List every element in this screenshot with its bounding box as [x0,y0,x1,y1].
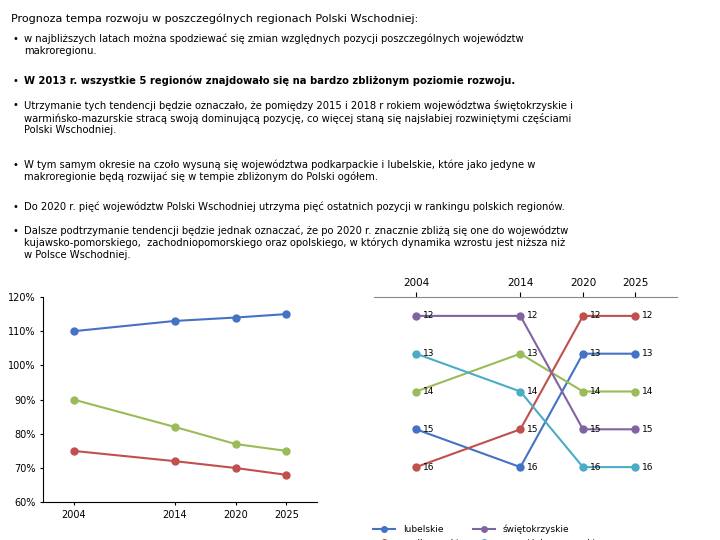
Legend: lubelskie, podkarpackie, podlaskie, świętokrzyskie, warmińsko-mazurskie: lubelskie, podkarpackie, podlaskie, świę… [373,524,601,540]
Text: •: • [13,226,19,235]
Text: 15: 15 [423,425,435,434]
Text: 14: 14 [642,387,654,396]
Text: 16: 16 [642,463,654,471]
Text: 14: 14 [590,387,601,396]
Text: 15: 15 [590,425,601,434]
Text: •: • [13,76,19,86]
Text: 13: 13 [590,349,601,358]
Text: Utrzymanie tych tendencji będzie oznaczało, że pomiędzy 2015 i 2018 r rokiem woj: Utrzymanie tych tendencji będzie oznacza… [24,100,573,136]
Text: 13: 13 [642,349,654,358]
Text: 13: 13 [527,349,539,358]
Text: Do 2020 r. pięć województw Polski Wschodniej utrzyma pięć ostatnich pozycji w ra: Do 2020 r. pięć województw Polski Wschod… [24,201,564,212]
Text: 16: 16 [527,463,539,471]
Text: 13: 13 [423,349,435,358]
Text: 12: 12 [423,312,434,320]
Text: •: • [13,34,19,44]
Text: 12: 12 [642,312,654,320]
Text: 12: 12 [527,312,539,320]
Text: 16: 16 [590,463,601,471]
Text: •: • [13,100,19,110]
Text: •: • [13,160,19,170]
Text: 12: 12 [590,312,601,320]
Text: 14: 14 [527,387,539,396]
Text: 15: 15 [642,425,654,434]
Text: W 2013 r. wszystkie 5 regionów znajdowało się na bardzo zbliżonym poziomie rozwo: W 2013 r. wszystkie 5 regionów znajdował… [24,76,515,86]
Text: 14: 14 [423,387,434,396]
Text: 16: 16 [423,463,435,471]
Text: •: • [13,201,19,212]
Text: W tym samym okresie na czoło wysuną się województwa podkarpackie i lubelskie, kt: W tym samym okresie na czoło wysuną się … [24,160,535,183]
Text: 15: 15 [527,425,539,434]
Text: w najbliższych latach można spodziewać się zmian względnych pozycji poszczególny: w najbliższych latach można spodziewać s… [24,34,523,56]
Text: Dalsze podtrzymanie tendencji będzie jednak oznaczać, że po 2020 r. znacznie zbl: Dalsze podtrzymanie tendencji będzie jed… [24,226,568,260]
Text: Prognoza tempa rozwoju w poszczególnych regionach Polski Wschodniej:: Prognoza tempa rozwoju w poszczególnych … [11,14,418,24]
